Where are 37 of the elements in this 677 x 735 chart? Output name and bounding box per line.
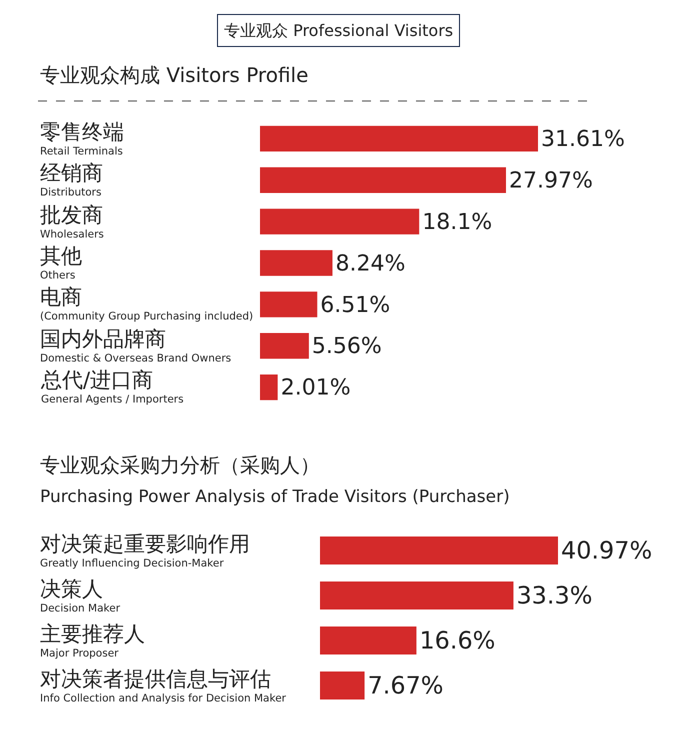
text: 专业观众 Professional Visitors — [224, 21, 454, 40]
bar — [260, 333, 309, 359]
y-tick-label: 国内外品牌商 Domestic & Overseas Brand Owners — [40, 327, 232, 365]
bar — [260, 374, 278, 400]
data-label: 16.6% — [419, 626, 496, 654]
data-label: 7.67% — [368, 671, 444, 700]
y-tick-label: 其他 Others — [40, 244, 82, 282]
data-label: 27.97% — [508, 168, 593, 194]
y-tick-label: 总代/进口商 General Agents / Importers — [40, 368, 184, 406]
chart-title: 专业观众采购力分析（采购人） — [40, 453, 320, 477]
bar — [320, 626, 416, 654]
chart-title: 专业观众构成 Visitors Profile — [40, 63, 308, 87]
y-tick-label: 主要推荐人 Major Proposer — [40, 622, 145, 660]
y-tick-label: 批发商 Wholesalers — [40, 203, 104, 241]
bar — [260, 208, 420, 234]
bar — [320, 536, 558, 564]
y-tick-label: 决策人 Decision Maker — [40, 577, 121, 615]
data-label: 33.3% — [516, 581, 592, 610]
bar — [320, 672, 365, 700]
data-label: 31.61% — [541, 127, 625, 152]
data-label: 2.01% — [280, 376, 351, 401]
bar — [260, 167, 506, 193]
bar — [260, 292, 318, 318]
data-label: 8.24% — [335, 251, 406, 276]
y-tick-label: 对决策起重要影响作用 Greatly Influencing Decision-Maker — [40, 532, 250, 570]
data-label: 18.1% — [422, 210, 492, 235]
bar — [260, 250, 332, 276]
y-tick-label: 零售终端 Retail Terminals — [40, 120, 124, 158]
bar — [320, 582, 514, 610]
y-tick-label: 电商 (Community Group Purchasing included) — [40, 285, 254, 323]
data-label: 40.97% — [561, 536, 652, 564]
y-tick-label: 对决策者提供信息与评估 Info Collection and Analysis for Decision Maker — [40, 667, 287, 705]
data-label: 6.51% — [320, 292, 390, 318]
bar — [260, 126, 538, 152]
chart-subtitle: Purchasing Power Analysis of Trade Visitors (Purchaser) — [40, 487, 510, 507]
data-label: 5.56% — [312, 334, 382, 360]
y-tick-label: 经销商 Distributors — [40, 161, 103, 199]
